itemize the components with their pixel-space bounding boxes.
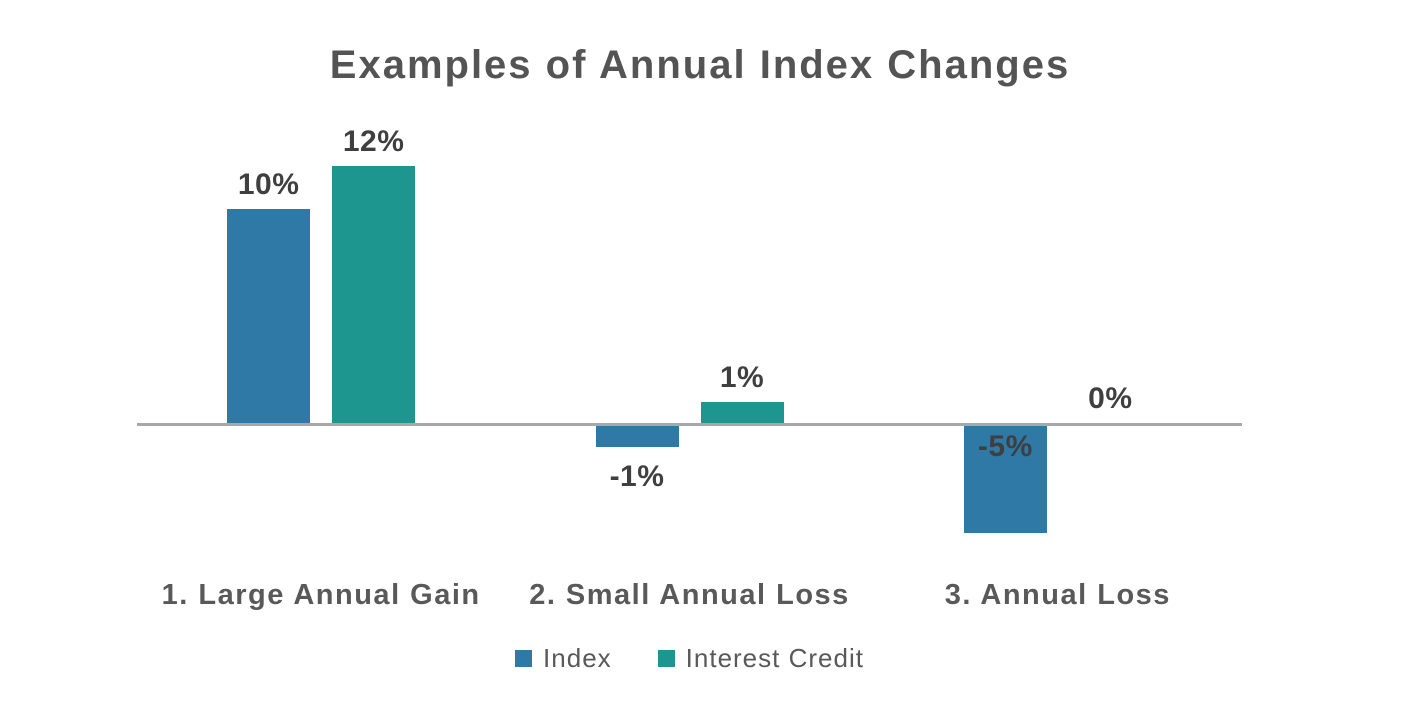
bar-index-cat3 xyxy=(963,426,1047,533)
data-label-interest-credit-cat2: 1% xyxy=(719,360,765,394)
x-axis-baseline xyxy=(137,423,1242,426)
bar-index-cat2 xyxy=(595,426,679,448)
legend: Index Interest Credit xyxy=(137,638,1242,678)
data-label-index-cat2: -1% xyxy=(609,460,665,494)
legend-item-index: Index xyxy=(515,643,612,674)
chart-title: Examples of Annual Index Changes xyxy=(329,43,1071,87)
category-label-3: 3. Annual Loss xyxy=(944,579,1171,611)
data-label-interest-credit-cat3: 0% xyxy=(1088,382,1133,415)
legend-swatch-index-icon xyxy=(515,649,533,667)
bar-index-cat1 xyxy=(227,209,311,423)
data-label-index-cat3: -5% xyxy=(977,430,1033,463)
legend-label-index: Index xyxy=(543,642,612,673)
data-label-index-cat1: 10% xyxy=(237,168,300,201)
category-label-2: 2. Small Annual Loss xyxy=(529,579,850,611)
bar-interest-credit-cat2 xyxy=(700,401,784,423)
bar-interest-credit-cat1 xyxy=(332,166,416,423)
category-label-1: 1. Large Annual Gain xyxy=(161,579,481,611)
legend-item-interest-credit: Interest Credit xyxy=(657,642,864,674)
legend-label-interest-credit: Interest Credit xyxy=(685,642,864,673)
legend-swatch-interest-credit-icon xyxy=(657,649,675,667)
data-label-interest-credit-cat1: 12% xyxy=(342,125,405,159)
